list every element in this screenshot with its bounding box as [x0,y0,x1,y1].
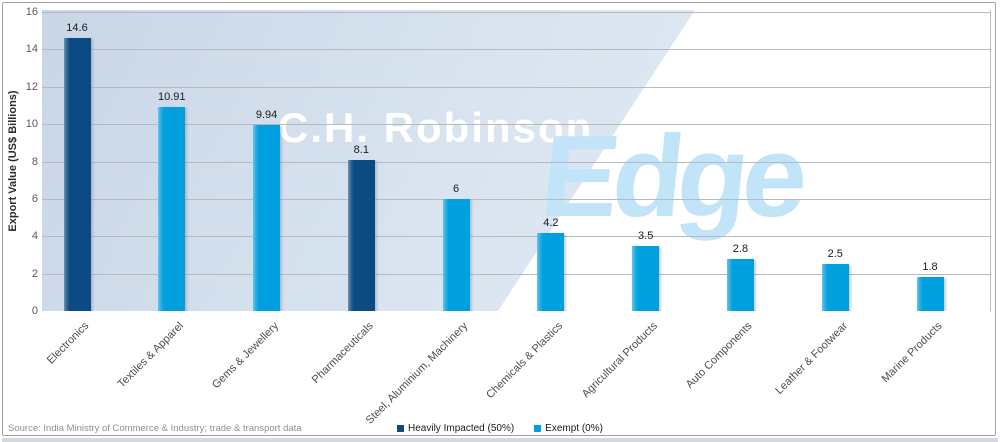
bar-pharmaceuticals [347,159,375,311]
legend-swatch-heavily-impacted-icon [397,425,405,432]
bar-value-label: 8.1 [353,143,369,156]
gridline [42,86,990,88]
chart-bottom-edge [2,438,998,442]
bar-electronics [63,38,91,311]
bar-chemicals-plastics [537,232,565,311]
y-tick-label: 2 [31,267,38,280]
bar-value-label: 14.6 [66,22,88,35]
y-tick-label: 16 [25,6,38,18]
legend-item-heavily-impacted: Heavily Impacted (50%) [397,423,514,434]
bar-value-label: 2.5 [827,248,843,261]
y-tick-label: 8 [31,155,38,168]
bar-value-label: 1.8 [922,261,938,274]
y-tick-label: 4 [31,230,38,243]
plot-area: C.H. Robinson Edge 14.6 10.91 9.94 8.1 6 4.2 3… [42,10,991,311]
bar-textiles-apparel [158,107,186,311]
legend-item-exempt: Exempt (0%) [534,423,603,434]
bar-marine-products [916,277,944,311]
bar-value-label: 4.2 [543,216,559,229]
watermark-edge: Edge [535,111,809,241]
source-note: Source: India Ministry of Commerce & Ind… [8,423,302,434]
gridline [42,273,990,275]
bar-value-label: 2.8 [732,242,749,255]
y-tick-label: 14 [25,43,38,56]
bar-auto-components [726,258,754,311]
bar-value-label: 3.5 [638,229,654,242]
legend-label-exempt: Exempt (0%) [545,423,603,434]
bar-steel-aluminium-machinery [442,198,470,311]
gridline [42,198,990,200]
gridline [42,236,990,238]
bar-leather-footwear [821,264,849,311]
y-tick-label: 12 [25,80,38,93]
legend: Heavily Impacted (50%) Exempt (0%) [0,423,1000,434]
gridline [42,12,990,13]
legend-swatch-exempt-icon [534,425,542,432]
bar-value-label: 6 [453,182,460,195]
gridline [42,161,990,163]
bar-agricultural-products [632,245,660,311]
y-tick-label: 10 [25,118,38,131]
y-tick-label: 0 [31,305,38,317]
bar-value-label: 9.94 [255,109,278,122]
gridline [42,124,990,126]
bar-gems-jewellery [253,125,281,311]
bar-value-label: 10.91 [158,91,186,104]
y-tick-label: 6 [31,192,38,205]
gridline [42,49,990,51]
watermark-ch-robinson: C.H. Robinson [278,104,594,151]
legend-label-heavily-impacted: Heavily Impacted (50%) [408,423,515,434]
